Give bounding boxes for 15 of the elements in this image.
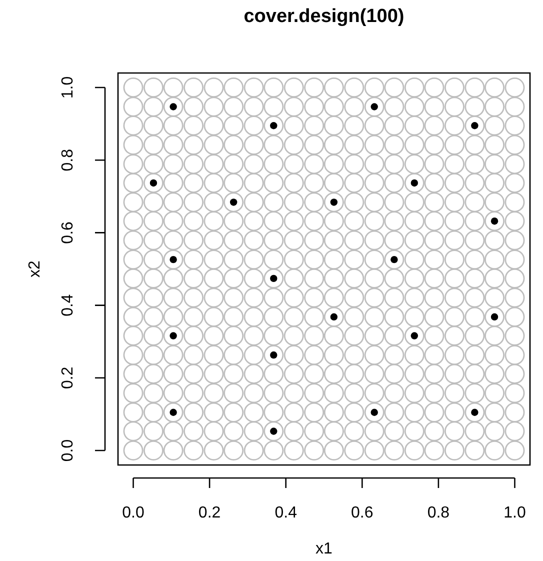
chart-title: cover.design(100): [244, 6, 404, 28]
y-tick-label: 0.2: [59, 366, 76, 390]
x-tick-label: 0.0: [122, 504, 144, 522]
x-tick-label: 0.6: [351, 504, 374, 522]
x-tick-label: 0.8: [427, 504, 450, 522]
x-tick-label: 1.0: [504, 504, 526, 522]
y-tick-label: 1.0: [59, 76, 76, 99]
x-tick-label: 0.4: [274, 504, 298, 522]
y-axis-title: x2: [26, 260, 44, 278]
y-tick-label: 0.6: [59, 221, 76, 244]
y-tick-label: 0.8: [59, 148, 76, 172]
x-axis-title: x1: [316, 540, 333, 558]
y-tick-label: 0.0: [59, 439, 76, 462]
x-tick-label: 0.2: [198, 504, 221, 522]
y-tick-label: 0.4: [59, 294, 76, 316]
